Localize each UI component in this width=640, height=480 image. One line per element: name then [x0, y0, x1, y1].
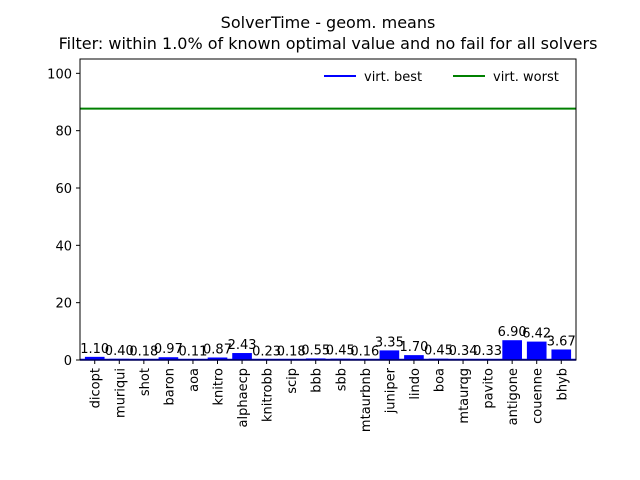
y-tick-label: 60: [55, 182, 72, 197]
value-label-muriqui: 0.40: [105, 344, 134, 359]
value-label-mtaurbnb: 0.16: [350, 345, 379, 360]
x-tick-label-scip: scip: [285, 368, 300, 394]
value-label-alphaecp: 2.43: [228, 338, 257, 353]
bar-antigone: [502, 340, 522, 360]
x-tick-label-bbb: bbb: [310, 368, 325, 393]
value-label-bbb: 0.55: [301, 343, 330, 358]
value-label-juniper: 3.35: [375, 335, 404, 350]
bar-bhyb: [551, 349, 572, 360]
legend-label-virt-worst: virt. worst: [493, 70, 559, 85]
value-label-mtaurqg: 0.34: [449, 344, 478, 359]
x-tick-label-mtaurqg: mtaurqg: [457, 368, 472, 424]
x-tick-label-baron: baron: [162, 368, 177, 405]
y-tick-label: 20: [55, 297, 72, 312]
x-tick-label-antigone: antigone: [506, 368, 521, 425]
bar-baron: [158, 357, 179, 360]
x-tick-label-boa: boa: [432, 368, 447, 392]
y-tick-label: 40: [55, 239, 72, 254]
bar-alphaecp: [232, 353, 252, 360]
bar-couenne: [526, 341, 547, 360]
value-label-scip: 0.18: [277, 344, 306, 359]
plot-area: 0204060801001.10dicopt0.40muriqui0.18sho…: [47, 67, 576, 432]
value-label-antigone: 6.90: [498, 325, 527, 340]
x-tick-label-mtaurbnb: mtaurbnb: [359, 368, 374, 432]
bar-lindo: [404, 355, 424, 360]
legend-label-virt-best: virt. best: [364, 70, 422, 85]
value-label-bhyb: 3.67: [547, 334, 576, 349]
x-tick-label-aoa: aoa: [187, 368, 202, 392]
x-tick-label-muriqui: muriqui: [113, 368, 128, 418]
value-label-shot: 0.18: [129, 344, 158, 359]
value-label-lindo: 1.70: [399, 340, 428, 355]
y-tick-label: 0: [64, 354, 72, 369]
value-label-sbb: 0.45: [326, 344, 355, 359]
x-tick-label-alphaecp: alphaecp: [236, 368, 251, 427]
y-tick-label: 100: [47, 67, 72, 82]
x-tick-label-knitro: knitro: [212, 368, 227, 406]
chart-title: SolverTime - geom. means: [221, 13, 436, 32]
chart-subtitle: Filter: within 1.0% of known optimal val…: [59, 34, 598, 53]
x-tick-label-lindo: lindo: [408, 368, 423, 400]
value-label-dicopt: 1.10: [80, 342, 109, 357]
x-tick-label-pavito: pavito: [482, 368, 497, 409]
plot-frame: [79, 58, 577, 361]
value-label-baron: 0.97: [154, 342, 183, 357]
value-label-boa: 0.45: [424, 344, 453, 359]
value-label-knitro: 0.87: [203, 343, 232, 358]
x-tick-label-sbb: sbb: [334, 368, 349, 391]
x-tick-label-shot: shot: [138, 368, 153, 396]
bar-juniper: [379, 350, 400, 360]
x-tick-label-juniper: juniper: [383, 367, 398, 414]
value-label-pavito: 0.33: [473, 344, 502, 359]
x-tick-label-dicopt: dicopt: [89, 368, 104, 408]
x-tick-label-couenne: couenne: [531, 368, 546, 424]
value-label-couenne: 6.42: [522, 327, 551, 342]
value-label-knitrobb: 0.23: [252, 344, 281, 359]
bar-dicopt: [84, 356, 105, 360]
value-label-aoa: 0.11: [178, 345, 207, 360]
x-tick-label-bhyb: bhyb: [555, 368, 570, 400]
legend: virt. best virt. worst: [324, 70, 559, 85]
y-tick-label: 80: [55, 125, 72, 140]
x-tick-label-knitrobb: knitrobb: [261, 368, 276, 422]
